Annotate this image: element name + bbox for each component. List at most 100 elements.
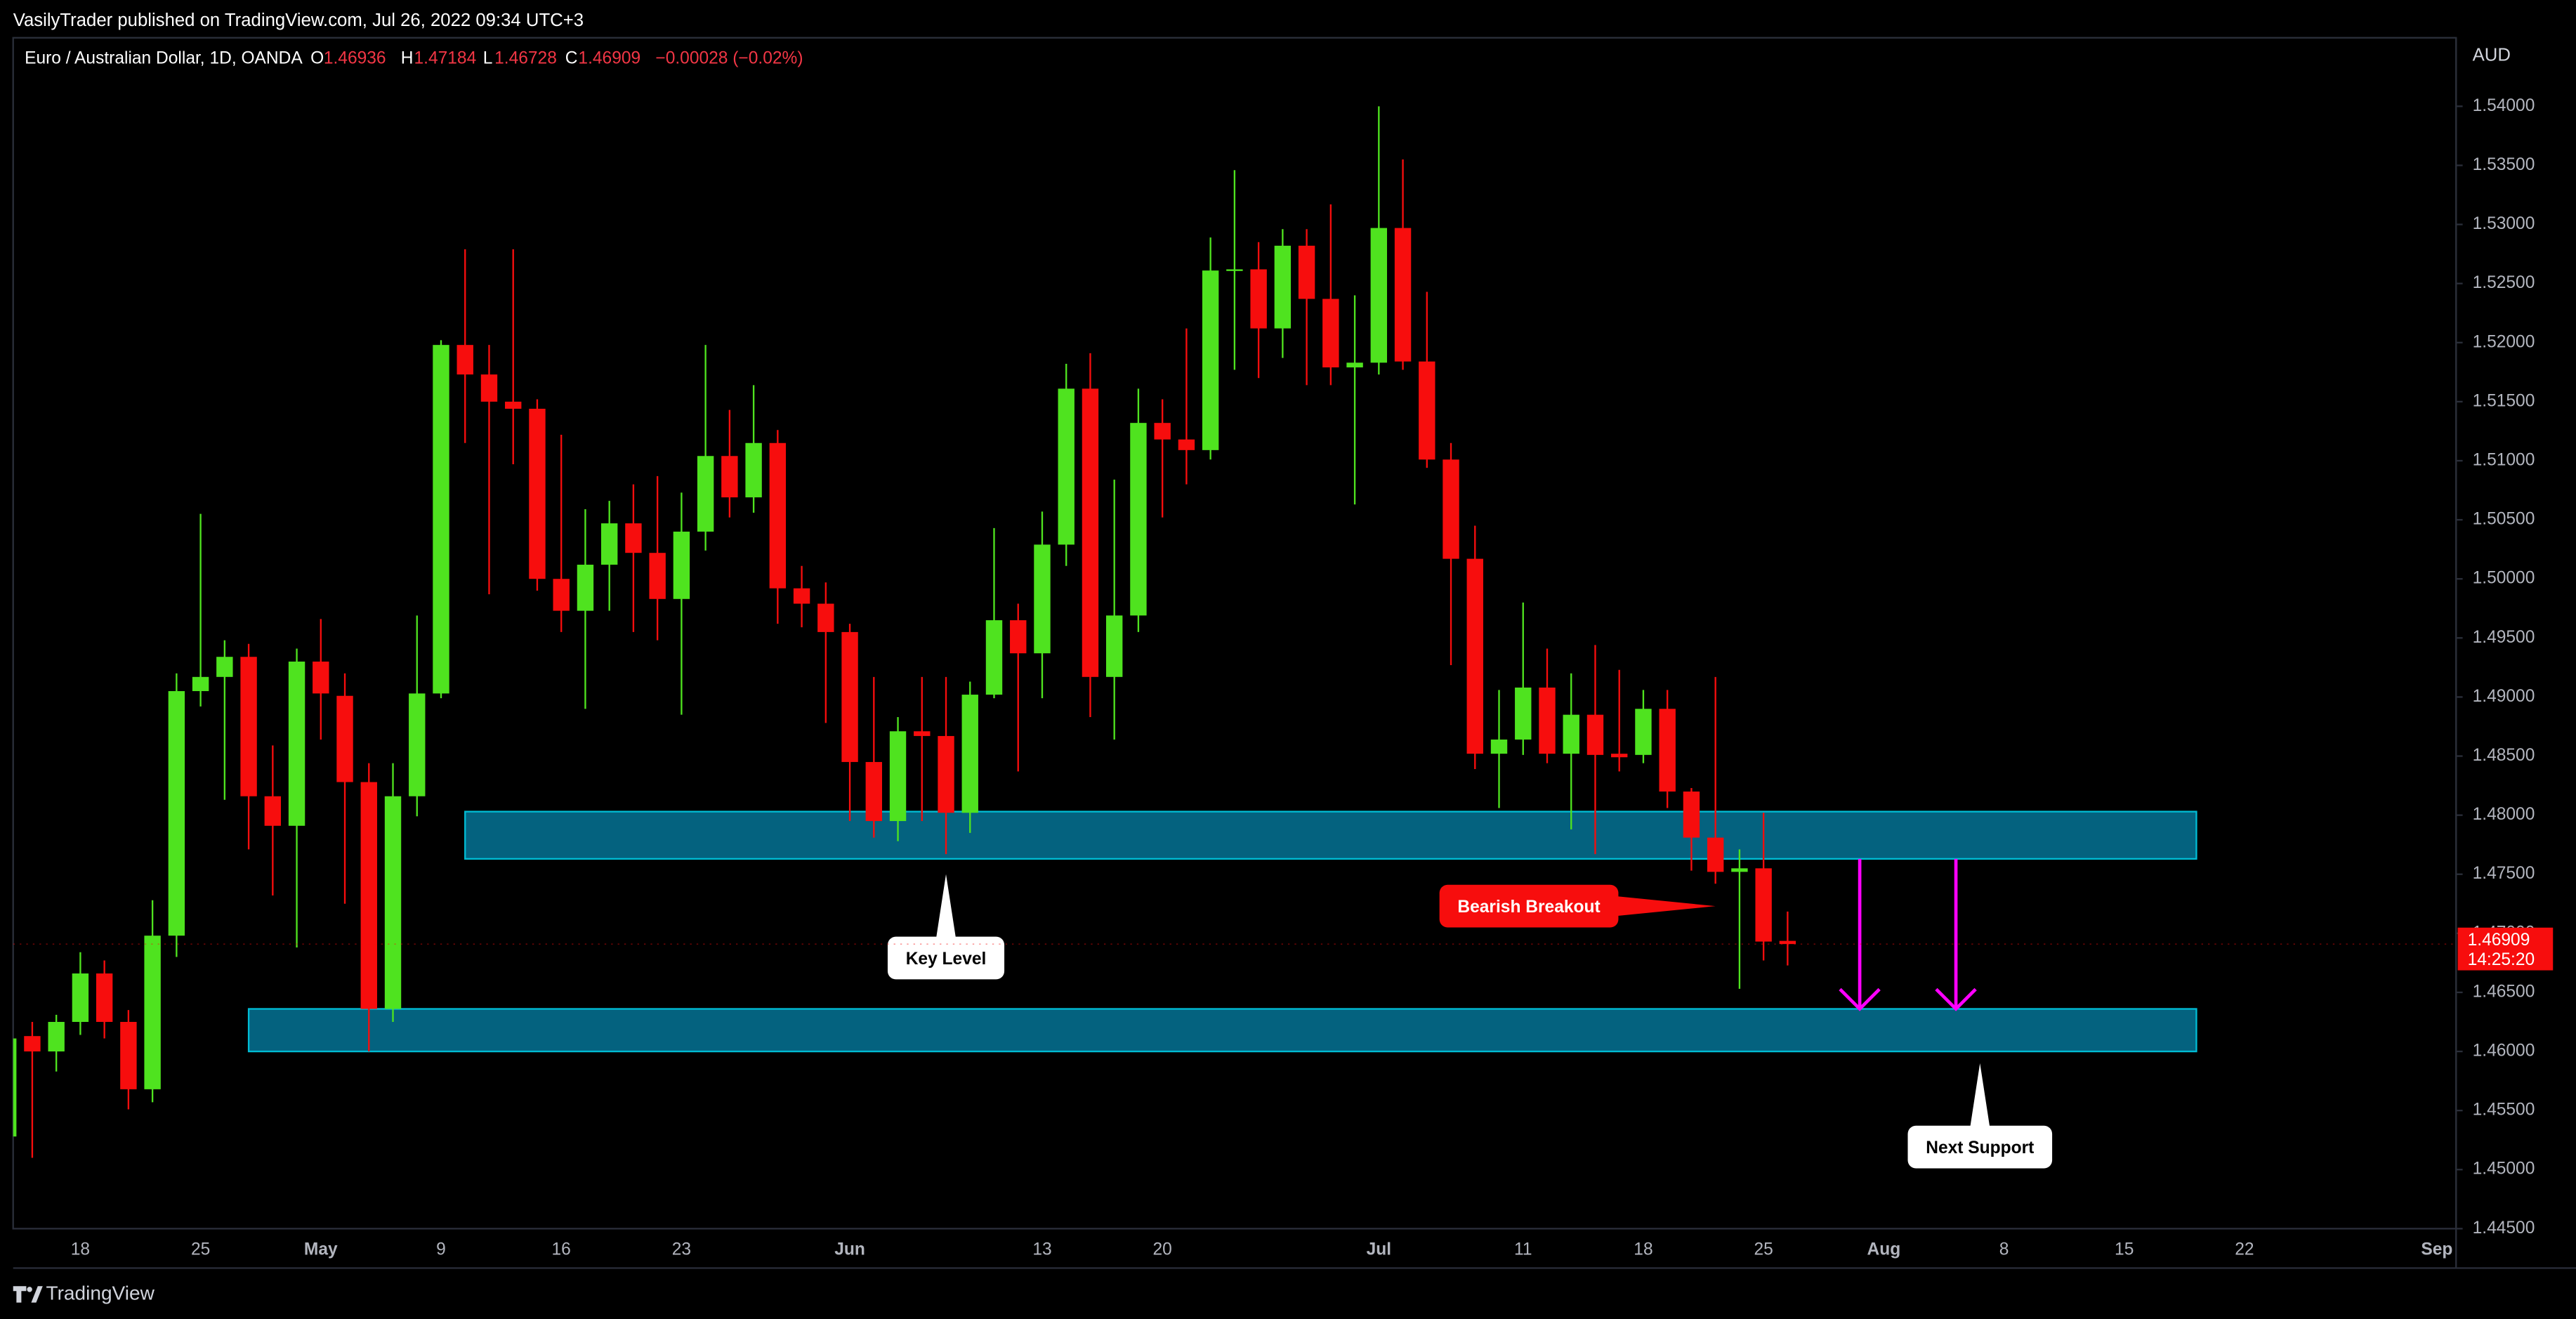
candle-body [577, 565, 594, 611]
candle-body [1515, 687, 1532, 740]
candle-body [144, 936, 161, 1089]
candle-body [1779, 940, 1796, 945]
candle-body [1250, 269, 1267, 329]
annotation-box [887, 936, 1005, 980]
candle-body [1394, 228, 1412, 362]
symbol-name: Euro / Australian Dollar, 1D, OANDA [25, 49, 303, 68]
candle-body [865, 761, 882, 822]
y-tick-label: 1.49000 [2473, 687, 2535, 706]
y-tick-label: 1.49500 [2473, 628, 2535, 647]
candle-body [889, 731, 907, 822]
candle-body [745, 442, 762, 498]
annotation: Next Support [1907, 1063, 2053, 1169]
price-change: −0.00028 (−0.02%) [655, 49, 803, 68]
candle-body [24, 1036, 41, 1052]
candle-body [360, 782, 377, 1009]
tradingview-logo [13, 1286, 43, 1303]
ohlc-letter: H [401, 49, 414, 68]
annotation: Key Level [887, 874, 1005, 980]
candle-body [1274, 245, 1292, 329]
countdown-label: 14:25:20 [2468, 950, 2535, 969]
x-tick-label: Sep [2421, 1240, 2452, 1259]
x-tick-label: 18 [71, 1240, 90, 1259]
candle-body [288, 661, 305, 826]
candle-body [1010, 620, 1027, 654]
y-tick-label: 1.52000 [2473, 332, 2535, 351]
y-tick-label: 1.47500 [2473, 864, 2535, 883]
ohlc-letter: C [565, 49, 578, 68]
ohlc-value: 1.47184 [414, 49, 477, 68]
candle-body [480, 374, 498, 402]
candle-body [1082, 388, 1099, 677]
candle-body [1683, 791, 1700, 838]
annotation-text: Key Level [906, 950, 987, 969]
candle-body [553, 579, 570, 611]
x-tick-label: 13 [1032, 1240, 1051, 1259]
y-tick-label: 1.53000 [2473, 214, 2535, 233]
footer-brand: TradingView [46, 1282, 155, 1304]
candle-body [1635, 709, 1652, 755]
x-tick-label: 15 [2115, 1240, 2134, 1259]
candle-body [1202, 270, 1219, 450]
candle-body [649, 553, 666, 599]
candle-body [1178, 439, 1195, 450]
candle-body [1611, 754, 1628, 758]
candle-body [1586, 714, 1604, 755]
candle-body [697, 456, 714, 532]
y-tick-label: 1.46000 [2473, 1042, 2535, 1061]
y-tick-label: 1.53500 [2473, 155, 2535, 174]
arrow-head [1935, 987, 1977, 1011]
x-tick-label: 11 [1514, 1240, 1532, 1259]
annotation-text: Next Support [1926, 1138, 2034, 1157]
ohlc-letter: L [483, 49, 493, 68]
y-tick-label: 1.52500 [2473, 273, 2535, 292]
annotation-pointer [1617, 896, 1716, 917]
candle-body [1707, 837, 1724, 872]
candle-body [1370, 228, 1388, 363]
annotation-box [1439, 884, 1619, 928]
annotation: Bearish Breakout [1439, 884, 1716, 928]
candle-body [240, 657, 257, 796]
ohlc-value: 1.46909 [578, 49, 640, 68]
x-tick-label: 25 [191, 1240, 210, 1259]
candle-body [1105, 615, 1123, 677]
candle-body [1443, 459, 1459, 559]
candle-body [13, 1038, 17, 1137]
candle-body [1731, 868, 1748, 872]
candle-body [168, 691, 185, 936]
candle-body [1659, 709, 1676, 792]
candle-body [1755, 868, 1772, 942]
candle-body [938, 735, 954, 813]
candle-body [769, 442, 787, 589]
candle-body [192, 676, 209, 692]
y-tick-label: 1.45500 [2473, 1101, 2535, 1120]
candle-body [409, 693, 426, 796]
x-tick-label: 23 [672, 1240, 691, 1259]
y-tick-label: 1.51000 [2473, 450, 2535, 469]
currency-label: AUD [2473, 45, 2511, 65]
x-tick-label: 16 [552, 1240, 571, 1259]
ohlc-value: 1.46936 [324, 49, 386, 68]
candle-body [1058, 388, 1075, 545]
candle-body [505, 401, 522, 409]
x-tick-label: 9 [436, 1240, 446, 1259]
candle-body [1130, 423, 1147, 616]
y-tick-label: 1.44500 [2473, 1219, 2535, 1238]
candle-body [384, 796, 402, 1009]
candle-body [96, 973, 113, 1022]
candle-body [1298, 245, 1315, 299]
candle-body [673, 531, 690, 599]
candle-body [600, 523, 618, 565]
ohlc-letter: O [310, 49, 324, 68]
annotation-box [1907, 1125, 2053, 1169]
candle-body [625, 523, 642, 553]
annotation-pointer [935, 874, 957, 938]
support-zone [247, 1008, 2197, 1053]
x-tick-label: 18 [1634, 1240, 1652, 1259]
candle-body [264, 796, 282, 826]
y-tick-label: 1.50000 [2473, 569, 2535, 588]
y-tick-label: 1.54000 [2473, 96, 2535, 115]
y-tick-label: 1.45000 [2473, 1160, 2535, 1179]
y-tick-label: 1.51500 [2473, 391, 2535, 410]
